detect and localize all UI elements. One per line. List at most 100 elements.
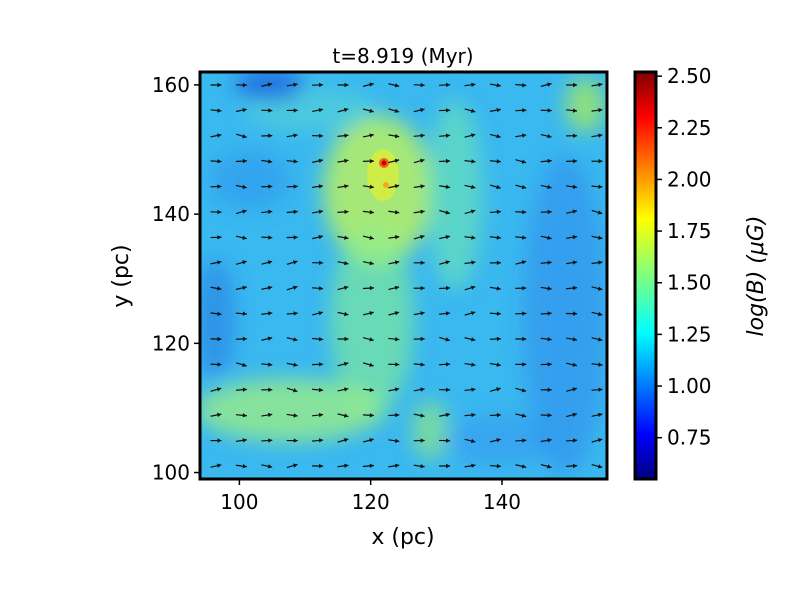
field-arrow-head [521,184,527,190]
field-arrow-head [369,235,374,240]
field-arrow-head [293,337,298,342]
plot-frame [198,70,609,481]
field-hotspot [383,182,389,188]
field-arrow-head [547,336,552,342]
field-arrow-head [369,184,374,189]
field-arrow-head [547,209,552,215]
field-arrow-head [242,438,247,443]
field-arrow-head [394,133,400,139]
field-arrow-head [496,134,501,139]
field-arrow-head [572,184,578,189]
field-arrow-head [420,285,425,291]
field-arrow-head [572,362,577,367]
field-arrow-head [293,438,298,443]
field-arrow-head [394,108,400,113]
field-arrow-head [420,387,425,392]
field-arrow-head [446,387,451,393]
x-axis: 100 120 140 [220,479,521,514]
field-arrow-head [217,184,222,189]
field-arrow-head [470,184,476,190]
field-arrow-head [445,311,451,316]
field-arrow-head [369,413,374,418]
field-arrow-head [319,82,324,88]
field-arrow-head [547,387,552,393]
field-arrow-head [395,412,400,418]
field-arrow-head [319,362,324,367]
field-arrow-head [344,336,349,342]
field-arrow-head [420,362,425,367]
field-arrow-head [496,184,501,190]
field-arrow-head [496,463,501,469]
field-arrow-head [598,133,603,138]
field-region [412,400,448,460]
field-arrow-head [446,438,451,443]
field-arrow-head [343,413,349,418]
field-arrow-head [420,336,425,342]
y-axis: 100 120 140 160 [152,73,200,485]
field-arrow-head [598,108,603,113]
field-arrow-head [318,158,323,164]
y-tick-label: 160 [152,73,190,97]
field-arrow-head [293,159,298,164]
field-arrow-head [267,336,273,341]
field-region [330,225,414,415]
field-arrow-head [394,387,400,392]
field-arrow-head [318,234,323,240]
field-arrow-head [319,463,324,469]
field-arrow-head [420,464,425,469]
field-arrow-head [292,388,298,393]
field-arrow-head [395,362,400,367]
field-arrow-head [217,159,222,164]
field-arrow-head [217,412,222,418]
field-arrow-head [344,209,349,215]
field-arrow-head [216,463,222,468]
field-arrow-head [293,260,298,265]
field-arrow-head [268,362,273,367]
field-arrow-head [522,438,527,443]
field-arrow-head [547,108,552,113]
field-arrows [210,82,603,469]
field-arrow-head [242,464,247,469]
field-arrow-head [470,133,476,138]
x-tick-label: 100 [220,490,258,514]
field-arrow-head [446,463,451,469]
field-arrow-head [343,285,349,290]
field-arrow-head [217,209,222,215]
field-arrow-head [268,438,273,443]
field-arrow-head [420,184,425,189]
field-arrow-head [598,387,603,392]
colorbar-tick-label: 1.50 [667,271,712,295]
field-arrow-head [319,133,324,139]
field-arrow-head [420,209,425,214]
field-arrow-head [522,209,527,215]
field-arrow-head [522,311,527,316]
field-arrow-head [521,159,527,164]
field-arrow-head [597,464,603,469]
field-arrow-head [470,311,476,316]
field-arrow-head [267,159,273,164]
field-arrow-head [394,260,400,265]
field-arrow-head [217,336,222,342]
field-arrow-head [268,184,273,189]
field-arrow-head [420,107,425,113]
field-arrow-head [344,260,349,266]
field-arrow-head [242,235,247,240]
field-arrow-head [496,412,501,418]
colorbar: 0.75 1.00 1.25 1.50 1.75 2.00 2.25 2.50 log(B) … [633,64,769,481]
field-arrow-head [572,412,577,417]
field-arrow-head [293,184,298,189]
field-arrow-head [547,438,552,443]
field-arrow-head [344,235,349,240]
field-arrow-head [318,209,324,214]
field-arrow-head [242,362,247,367]
field-arrow-head [369,133,374,138]
field-arrow-head [217,235,222,240]
field-arrow-head [547,158,552,164]
field-arrow-head [572,108,578,113]
field-region [200,378,385,442]
field-arrow-head [267,311,273,316]
field-arrow-head [293,413,298,418]
colorbar-tick-label: 1.25 [667,322,712,346]
field-arrow-head [369,108,374,113]
field-arrow-head [318,336,324,342]
